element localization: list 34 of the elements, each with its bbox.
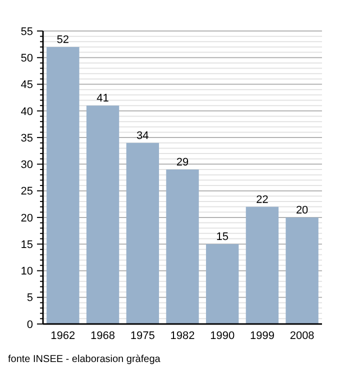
y-tick-label: 40: [20, 106, 33, 118]
bar: [246, 206, 279, 324]
y-tick-label: 35: [20, 132, 33, 144]
data-label: 34: [136, 130, 149, 142]
y-tick-label: 25: [20, 186, 33, 198]
bar: [86, 106, 120, 324]
y-tick-label: 15: [20, 238, 33, 251]
x-tick-label: 1968: [90, 330, 116, 342]
x-tick-label: 1982: [170, 330, 195, 342]
y-tick-label: 50: [20, 52, 33, 64]
bar: [286, 217, 318, 324]
x-tick-label: 1962: [50, 330, 76, 342]
bar: [46, 46, 80, 324]
data-label: 20: [296, 204, 308, 216]
x-tick-label: 1999: [250, 330, 274, 342]
data-label: 52: [56, 34, 70, 46]
data-label: 29: [176, 156, 189, 169]
bar: [126, 142, 159, 324]
x-tick-label: 2008: [290, 330, 314, 342]
x-tick-label: 1990: [210, 330, 235, 342]
y-tick-label: 45: [20, 79, 33, 92]
x-tick-label: 1975: [130, 330, 155, 342]
source-note: fonte INSEE - elaborasion gràfega: [8, 354, 161, 365]
y-tick-label: 30: [20, 159, 33, 172]
bar: [206, 244, 239, 324]
data-label: 15: [216, 231, 228, 244]
y-tick-label: 10: [20, 266, 33, 278]
y-tick-label: 0: [26, 318, 33, 331]
y-tick-label: 5: [26, 292, 33, 304]
data-label: 22: [256, 194, 268, 206]
y-tick-label: 55: [20, 26, 33, 38]
y-tick-label: 20: [20, 212, 33, 224]
data-label: 41: [96, 92, 109, 105]
bar: [166, 170, 199, 324]
